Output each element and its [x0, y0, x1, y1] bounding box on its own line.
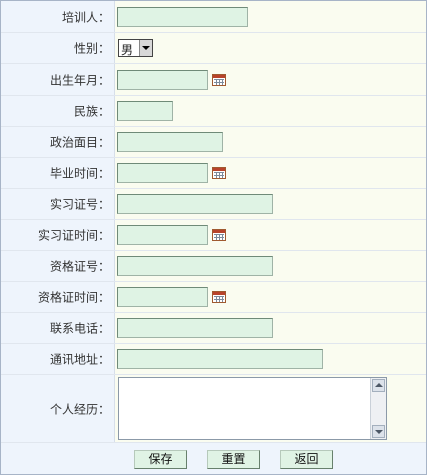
row-birth: 出生年月：	[1, 64, 426, 96]
trainee-input[interactable]	[117, 6, 248, 27]
graduation-label: 毕业时间：	[49, 166, 110, 181]
row-qualification-time: 资格证时间：	[1, 282, 426, 313]
row-trainee: 培训人：	[1, 1, 426, 33]
calendar-icon[interactable]	[212, 73, 226, 86]
row-ethnicity: 民族：	[1, 96, 426, 127]
gender-selected-value: 男	[121, 43, 134, 57]
calendar-icon[interactable]	[212, 229, 226, 241]
back-button[interactable]: 返回	[280, 450, 333, 469]
address-label: 通讯地址：	[49, 352, 110, 367]
trainee-label: 培训人：	[61, 10, 110, 24]
qualification-no-label: 资格证号：	[49, 259, 110, 274]
graduation-date-input[interactable]	[117, 163, 208, 183]
resume-label: 个人经历：	[49, 402, 110, 416]
address-input[interactable]	[117, 349, 323, 369]
row-address: 通讯地址：	[1, 344, 426, 375]
qualification-time-input[interactable]	[117, 287, 208, 307]
qualification-no-input[interactable]	[117, 256, 273, 276]
phone-label: 联系电话：	[49, 321, 110, 336]
row-internship-time: 实习证时间：	[1, 220, 426, 251]
gender-label: 性别：	[73, 41, 110, 56]
scroll-up-icon[interactable]	[372, 379, 385, 392]
resume-scrollbar[interactable]	[370, 378, 386, 439]
internship-no-label: 实习证号：	[49, 197, 110, 212]
resume-textarea[interactable]	[118, 377, 387, 440]
row-phone: 联系电话：	[1, 313, 426, 344]
gender-select[interactable]: 男	[118, 39, 153, 57]
birth-date-input[interactable]	[117, 69, 208, 90]
calendar-icon[interactable]	[212, 167, 226, 179]
ethnicity-input[interactable]	[117, 101, 173, 121]
row-graduation: 毕业时间：	[1, 158, 426, 189]
ethnicity-label: 民族：	[73, 104, 110, 119]
save-button[interactable]: 保存	[134, 450, 187, 469]
row-qualification-no: 资格证号：	[1, 251, 426, 282]
internship-no-input[interactable]	[117, 194, 273, 214]
calendar-icon[interactable]	[212, 291, 226, 303]
row-gender: 性别： 男	[1, 33, 426, 64]
button-bar: 保存 重置 返回	[1, 443, 426, 474]
reset-button[interactable]: 重置	[207, 450, 260, 469]
qualification-time-label: 资格证时间：	[37, 290, 110, 305]
row-internship-no: 实习证号：	[1, 189, 426, 220]
internship-time-label: 实习证时间：	[37, 228, 110, 243]
scroll-down-icon[interactable]	[372, 425, 385, 438]
birth-label: 出生年月：	[49, 73, 110, 87]
chevron-down-icon[interactable]	[139, 40, 152, 56]
row-resume: 个人经历：	[1, 375, 426, 443]
row-political: 政治面目：	[1, 127, 426, 158]
political-label: 政治面目：	[49, 135, 110, 150]
political-status-input[interactable]	[117, 132, 223, 152]
internship-time-input[interactable]	[117, 225, 208, 245]
phone-input[interactable]	[117, 318, 273, 338]
